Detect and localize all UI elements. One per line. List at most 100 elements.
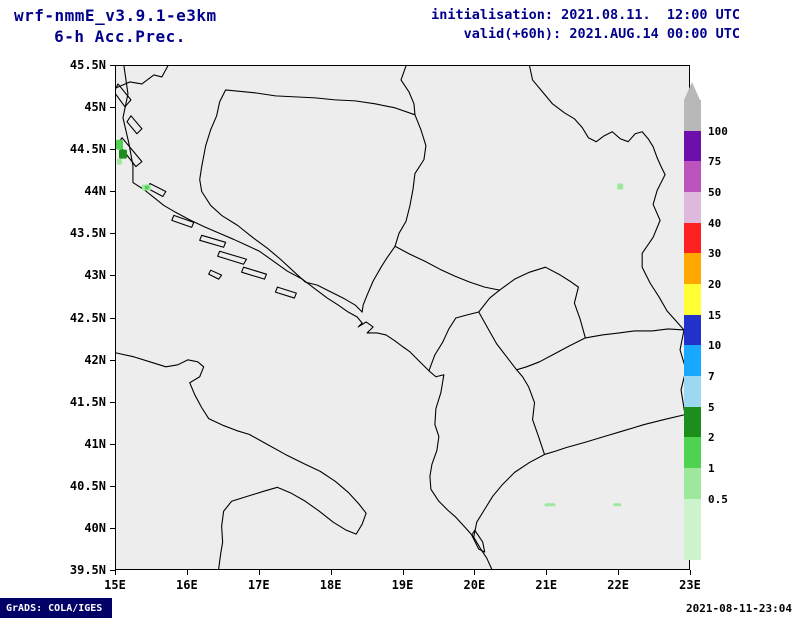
lon-tick xyxy=(186,570,188,575)
init-time-label: initialisation: 2021.08.11. 12:00 UTC xyxy=(431,7,740,23)
lat-tick xyxy=(110,107,115,109)
lat-tick-label: 39.5N xyxy=(69,563,106,577)
colorbar: 0.5 1 2 5 7 10 15 20 30 40 50 75 100 xyxy=(684,82,754,562)
precip-spot xyxy=(118,149,127,159)
lon-tick-label: 20E xyxy=(463,578,486,592)
border-bosnia-serbia xyxy=(394,114,427,247)
model-title: wrf-nmmE_v3.9.1-e3km xyxy=(14,6,217,25)
lat-tick xyxy=(110,527,115,529)
colorbar-segment xyxy=(684,253,701,284)
border-montenegro-albania xyxy=(428,311,480,372)
lon-tick-label: 23E xyxy=(679,578,701,592)
lon-tick-label: 15E xyxy=(104,578,126,592)
lat-tick-label: 44.5N xyxy=(69,142,106,157)
lat-tick-label: 45.5N xyxy=(69,58,106,72)
coastline-adriatic xyxy=(122,66,493,569)
colorbar-tick-label: 10 xyxy=(708,339,722,353)
colorbar-segment xyxy=(684,376,701,407)
product-title: 6-h Acc.Prec. xyxy=(54,27,186,46)
islands xyxy=(116,83,486,553)
colorbar-segment xyxy=(684,314,701,346)
colorbar-tick-label: 30 xyxy=(708,247,722,261)
colorbar-tick-label: 0.5 xyxy=(708,492,728,506)
lat-tick xyxy=(110,485,115,487)
lon-tick xyxy=(330,570,332,575)
header-right: initialisation: 2021.08.11. 12:00 UTC va… xyxy=(410,6,740,44)
colorbar-segment xyxy=(684,345,701,376)
render-timestamp: 2021-08-11-23:04 xyxy=(686,602,792,615)
lat-axis: 45.5N 45N 44.5N 44N 43.5N 43N 42.5N 42N 41.5N 41N… xyxy=(63,58,115,577)
colorbar-segment xyxy=(684,222,701,254)
lat-tick-label: 45N xyxy=(84,100,106,115)
map-background xyxy=(116,66,689,569)
border-montenegro-serbia xyxy=(394,245,501,291)
lat-tick-label: 40N xyxy=(84,520,106,535)
colorbar-segment xyxy=(684,130,701,162)
coastline-italy xyxy=(116,352,367,569)
colorbar-segment xyxy=(684,192,701,223)
lat-tick xyxy=(110,191,115,193)
header-left: wrf-nmmE_v3.9.1-e3km 6-h Acc.Prec. xyxy=(14,6,226,46)
lon-axis: 15E 16E 17E 18E 19E 20E 21E 22E 23E xyxy=(104,570,701,596)
colorbar-tick-label: 20 xyxy=(708,278,722,291)
map-plot-area xyxy=(115,65,690,570)
lon-tick-label: 22E xyxy=(607,578,629,592)
precip-spot xyxy=(613,503,622,507)
precip-spot xyxy=(544,503,556,507)
lat-tick xyxy=(110,359,115,361)
lat-tick xyxy=(110,149,115,151)
colorbar-tick-label: 100 xyxy=(708,124,728,138)
lat-tick-label: 41.5N xyxy=(69,394,106,409)
border-croatia-bosnia xyxy=(199,89,416,313)
border-slovenia-croatia xyxy=(116,66,169,89)
colorbar-segment xyxy=(684,498,701,560)
lon-tick-label: 16E xyxy=(176,578,198,592)
precip-spot xyxy=(144,185,149,190)
border-kosovo xyxy=(478,266,586,371)
lat-tick xyxy=(110,443,115,445)
precip-spot xyxy=(617,183,624,190)
colorbar-tick-label: 5 xyxy=(708,400,715,414)
colorbar-segment xyxy=(684,406,701,438)
lon-tick xyxy=(546,570,548,575)
lon-tick xyxy=(258,570,260,575)
lat-tick-label: 42.5N xyxy=(69,310,106,325)
border-serbia-romania xyxy=(529,66,666,176)
border-bosnia-montenegro xyxy=(361,245,396,313)
lat-tick xyxy=(110,570,115,571)
lat-tick xyxy=(110,317,115,319)
precip-spot xyxy=(116,158,122,165)
lon-tick-label: 21E xyxy=(535,578,558,592)
lat-tick xyxy=(110,233,115,235)
colorbar-tick-label: 7 xyxy=(708,370,715,383)
colorbar-segment xyxy=(684,161,701,192)
lat-tick-label: 44N xyxy=(84,184,106,199)
lon-tick xyxy=(690,570,691,575)
lon-tick xyxy=(618,570,620,575)
valid-time-label: valid(+60h): 2021.AUG.14 00:00 UTC xyxy=(463,26,740,42)
lon-tick-label: 17E xyxy=(247,578,270,592)
colorbar-segment xyxy=(684,284,701,315)
precip-spot xyxy=(116,139,123,150)
lon-tick-label: 18E xyxy=(319,578,342,592)
lon-tick xyxy=(474,570,476,575)
border-north-macedonia xyxy=(516,328,687,456)
colorbar-tick-label: 2 xyxy=(708,431,715,445)
colorbar-segment xyxy=(684,100,701,131)
colorbar-segment xyxy=(684,437,701,468)
lon-tick xyxy=(402,570,404,575)
colorbar-tick-label: 50 xyxy=(708,186,722,199)
grads-credit-badge: GrADS: COLA/IGES xyxy=(0,598,112,618)
colorbar-segment xyxy=(684,468,701,499)
lon-tick xyxy=(115,570,116,575)
lon-tick-label: 19E xyxy=(391,578,414,592)
lat-tick xyxy=(110,65,115,66)
lat-tick-label: 43.5N xyxy=(69,226,106,241)
lat-tick xyxy=(110,401,115,403)
lat-tick xyxy=(110,275,115,277)
map-svg xyxy=(116,66,689,569)
lat-tick-label: 41N xyxy=(84,436,106,451)
border-croatia-serbia xyxy=(400,66,416,116)
lat-tick-label: 43N xyxy=(84,268,106,283)
